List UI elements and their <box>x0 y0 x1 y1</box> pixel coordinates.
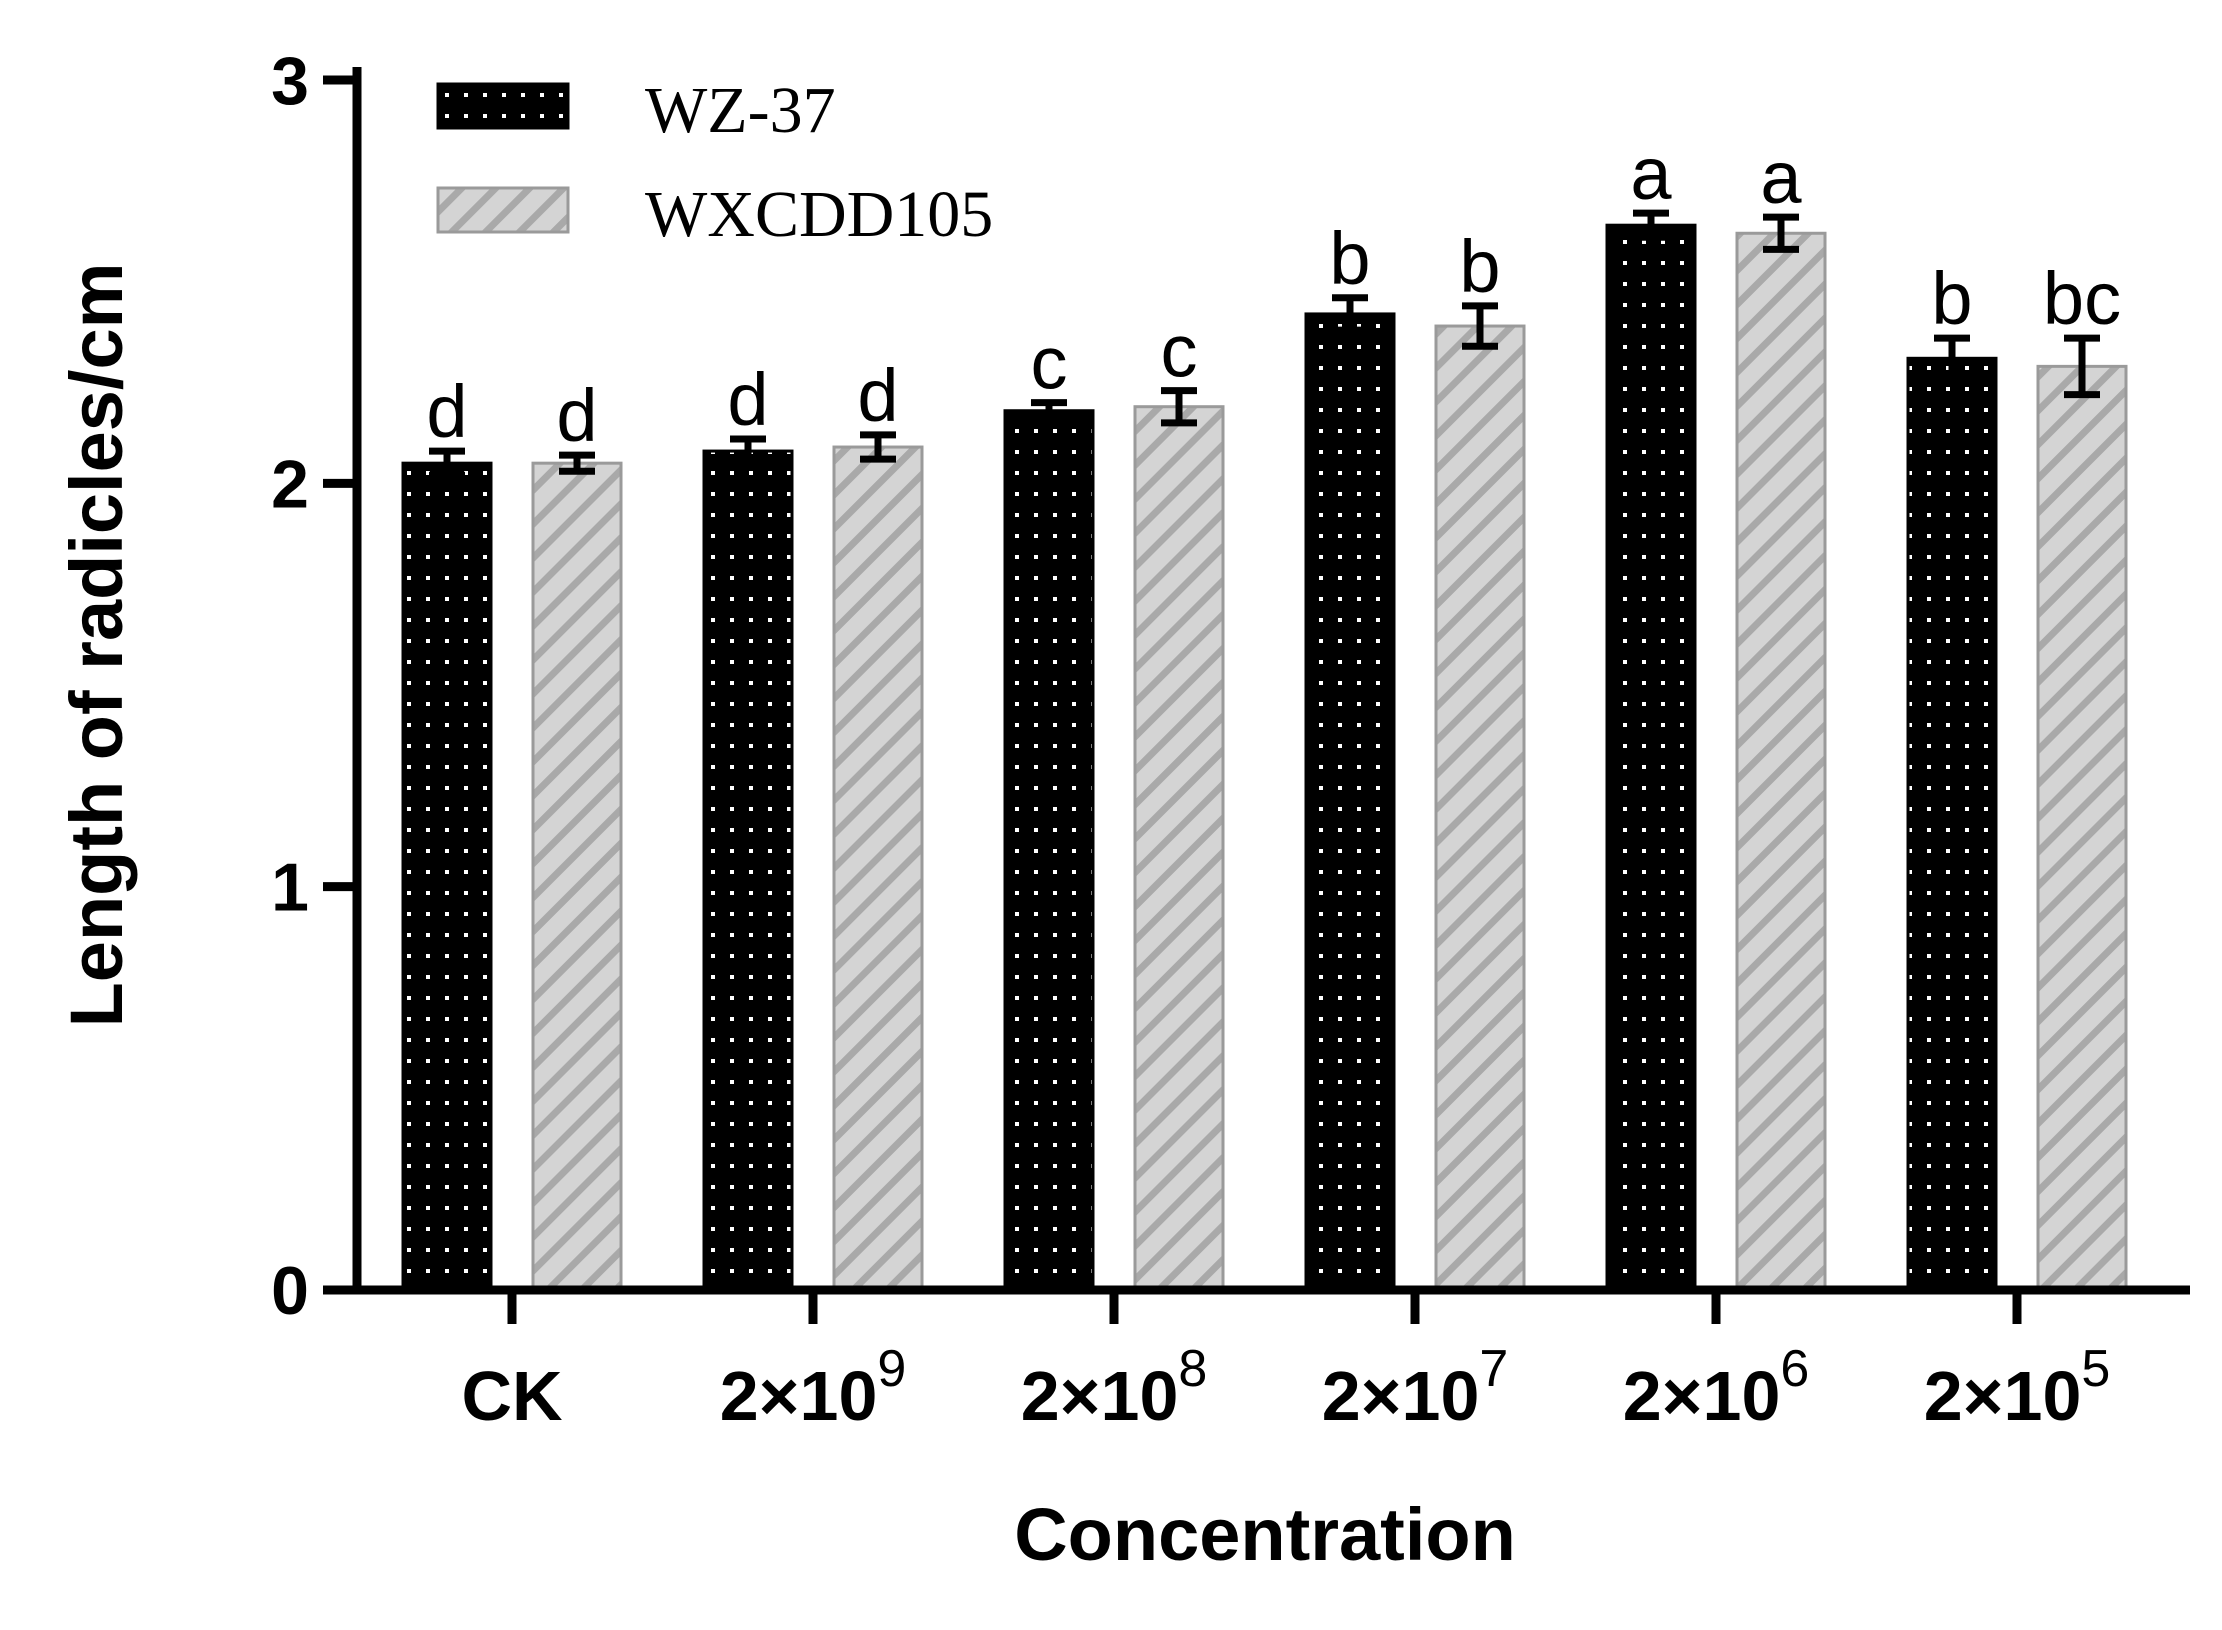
x-category-label: 2×105 <box>1924 1340 2111 1435</box>
bar-wxcdd105 <box>531 461 623 1292</box>
legend-label-wz37: WZ-37 <box>645 74 836 147</box>
y-axis-ticks: 0 1 2 3 <box>271 43 357 1329</box>
x-category-base: 2×10 <box>1623 1357 1781 1435</box>
y-tick-label: 2 <box>271 446 309 522</box>
x-category-label: CK <box>461 1357 562 1435</box>
legend-label-wxcdd105: WXCDD105 <box>645 178 993 251</box>
x-category-base: 2×10 <box>720 1357 878 1435</box>
significance-label: d <box>556 374 597 457</box>
significance-label: b <box>1329 217 1370 300</box>
bar-wxcdd105 <box>1735 231 1827 1292</box>
significance-label: d <box>727 358 768 441</box>
bar-wz37 <box>1605 223 1697 1292</box>
significance-label: d <box>426 370 467 453</box>
bar-wxcdd105 <box>832 445 924 1292</box>
legend-swatch-wz37 <box>436 82 570 130</box>
legend: WZ-37 WXCDD105 <box>436 74 993 251</box>
x-category-label: 2×108 <box>1021 1340 1208 1435</box>
significance-label: b <box>1459 225 1500 308</box>
x-category-label: 2×109 <box>720 1340 907 1435</box>
x-category-exponent: 7 <box>1479 1340 1508 1398</box>
bar-wxcdd105 <box>1133 405 1225 1292</box>
legend-swatch-wxcdd105 <box>436 186 570 234</box>
significance-label: d <box>857 354 898 437</box>
bar-wz37 <box>1906 356 1998 1292</box>
x-category-base: 2×10 <box>1322 1357 1480 1435</box>
x-category-label: 2×106 <box>1623 1340 1810 1435</box>
x-category-exponent: 8 <box>1178 1340 1207 1398</box>
bars-layer <box>401 223 2128 1292</box>
significance-labels-layer: d d d d c cb ba ab bc <box>426 132 2121 457</box>
significance-label: a <box>1760 136 1802 219</box>
x-category-base: 2×10 <box>1924 1357 2082 1435</box>
significance-label: b <box>1931 257 1972 340</box>
x-category-exponent: 6 <box>1780 1340 1809 1398</box>
x-category-label: 2×107 <box>1322 1340 1509 1435</box>
significance-label: c <box>1161 310 1198 393</box>
y-tick-label: 1 <box>271 850 309 926</box>
x-axis-category-labels: CK 2×109 2×108 2×107 2×106 2×105 <box>461 1290 2110 1435</box>
bar-wz37 <box>1304 312 1396 1292</box>
y-tick-label: 3 <box>271 43 309 119</box>
significance-label: bc <box>2043 257 2121 340</box>
bar-wz37 <box>702 449 794 1292</box>
bar-wxcdd105 <box>2036 364 2128 1292</box>
bar-wxcdd105 <box>1434 324 1526 1292</box>
x-category-exponent: 5 <box>2081 1340 2110 1398</box>
y-tick-label: 0 <box>271 1253 309 1329</box>
y-axis-title: Length of radicles/cm <box>55 263 138 1028</box>
significance-label: c <box>1031 322 1068 405</box>
x-category-exponent: 9 <box>877 1340 906 1398</box>
bar-wz37 <box>401 461 493 1292</box>
x-category-base: 2×10 <box>1021 1357 1179 1435</box>
error-bars-layer <box>429 209 2100 479</box>
x-category-base: CK <box>461 1357 562 1435</box>
bar-wz37 <box>1003 409 1095 1292</box>
significance-label: a <box>1630 132 1672 215</box>
x-axis-title: Concentration <box>1014 1493 1516 1576</box>
